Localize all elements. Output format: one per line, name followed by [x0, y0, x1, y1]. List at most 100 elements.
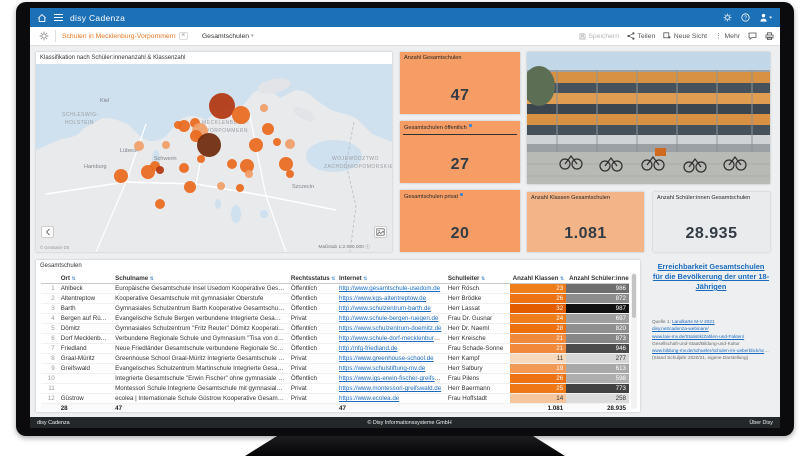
column-header[interactable]: Anzahl Schüler:innen⇅: [566, 273, 629, 284]
reachability-link[interactable]: Erreichbarkeit Gesamtschulen für die Bev…: [652, 262, 770, 291]
share-button[interactable]: Teilen: [627, 32, 655, 40]
table-row[interactable]: 12 Güstrow ecolea | Internationale Schule …: [41, 393, 629, 404]
school-bubble[interactable]: [141, 165, 155, 179]
school-bubble[interactable]: [134, 141, 144, 151]
school-bubble[interactable]: [184, 181, 196, 193]
school-bubble[interactable]: [273, 138, 281, 146]
sort-icon[interactable]: ⇅: [331, 275, 336, 282]
feedback-button[interactable]: [748, 32, 757, 40]
kpi-value: 28.935: [685, 225, 738, 242]
table-row[interactable]: 7 Friedland Neue Friedländer Gesamtschule …: [41, 343, 629, 354]
school-website-link[interactable]: https://www.greenhouse-school.de: [339, 355, 434, 362]
table-row[interactable]: 6 Dorf Mecklenburg Verbundene Regionale Sc…: [41, 333, 629, 344]
new-view-button[interactable]: Neue Sicht: [663, 32, 707, 40]
sort-icon[interactable]: ⇅: [559, 275, 565, 282]
tab-workbook[interactable]: Schulen in Mecklenburg-Vorpommern ×: [62, 32, 188, 40]
school-bubble[interactable]: [209, 93, 235, 119]
column-header[interactable]: Schulname ⇅: [112, 273, 288, 284]
help-icon[interactable]: ?: [741, 13, 750, 22]
school-bubble[interactable]: [227, 159, 237, 169]
map-label: SCHLESWIG-: [62, 112, 99, 118]
bubble-map[interactable]: SCHLESWIG- HOLSTEIN Kiel Hamburg Lübeck Schwe…: [36, 64, 392, 252]
school-bubble[interactable]: [114, 169, 128, 183]
save-button[interactable]: Speichern: [579, 33, 619, 40]
school-bubble[interactable]: [249, 138, 263, 152]
table-row[interactable]: 10 Integrierte Gesamtschule "Erwin Fische…: [41, 373, 629, 384]
table-scrollbar[interactable]: [631, 273, 637, 409]
navigator-gear-icon[interactable]: [36, 27, 52, 45]
school-website-link[interactable]: http://www.schule-dorf-mecklenburg.de: [339, 335, 445, 342]
cell-rownum: 2: [41, 293, 58, 304]
more-button[interactable]: ⋮ Mehr: [715, 32, 740, 41]
school-website-link[interactable]: https://www.kgs-altentreptow.de: [339, 295, 427, 302]
print-button[interactable]: [765, 32, 774, 40]
table-row[interactable]: 4 Bergen auf Rügen Evangelische Schule Ber…: [41, 313, 629, 324]
school-website-link[interactable]: http://www.schulzentrum-barth.de: [339, 305, 431, 312]
map-legend-button[interactable]: [41, 226, 54, 238]
tab-view[interactable]: Gesamtschulen ▾: [202, 33, 254, 40]
school-bubble[interactable]: [156, 166, 164, 174]
cell-ort: Dömitz: [57, 323, 113, 334]
cell-anzahl-klassen: 14: [509, 393, 567, 404]
school-bubble[interactable]: [174, 121, 182, 129]
sort-icon[interactable]: ⇅: [363, 275, 368, 282]
scrollbar-thumb[interactable]: [632, 274, 636, 318]
school-bubble[interactable]: [260, 104, 268, 112]
cell-anzahl-schueler: 613: [566, 363, 629, 374]
school-bubble[interactable]: [197, 155, 205, 163]
school-website-link[interactable]: https://www.montessori-greifswald.de: [339, 385, 442, 392]
table-row[interactable]: 3 Barth Gymnasiales Schulzentrum Barth Koo…: [41, 303, 629, 314]
source-link[interactable]: www.bildung-mv.de/schueler/schulen-im-ue…: [652, 348, 770, 354]
table-row[interactable]: 9 Greifswald Evangelisches Schulzentrum Ma…: [41, 363, 629, 374]
settings-icon[interactable]: [723, 13, 732, 22]
school-bubble[interactable]: [179, 163, 189, 173]
menu-icon[interactable]: [54, 13, 63, 23]
school-bubble[interactable]: [286, 170, 294, 178]
user-icon[interactable]: [759, 13, 773, 22]
school-bubble[interactable]: [245, 170, 253, 178]
school-website-link[interactable]: https://www.schulstiftung-mv.de: [339, 365, 426, 372]
school-website-link[interactable]: https://www.ecolea.de: [339, 395, 400, 402]
school-bubble[interactable]: [236, 184, 244, 192]
school-website-link[interactable]: http://nfg-friedland.de: [339, 345, 398, 352]
source-link[interactable]: www.laiv-mv.de/Statistik/Zahlen-und-Fakt…: [652, 333, 745, 339]
cell-ort: Greifswald: [57, 363, 113, 374]
close-tab-icon[interactable]: ×: [178, 32, 188, 40]
column-header[interactable]: Rechtsstatus ⇅: [287, 273, 337, 284]
source-line: disy.net/cadenza-webinare/: [652, 325, 770, 332]
sort-icon[interactable]: ⇅: [480, 275, 486, 282]
school-website-link[interactable]: https://www.schulzentrum-doemitz.de: [339, 325, 442, 332]
school-website-link[interactable]: http://www.gesamtschule-usedom.de: [339, 285, 441, 292]
column-header[interactable]: Anzahl Klassen ⇅: [509, 273, 567, 284]
school-bubble[interactable]: [155, 199, 165, 209]
school-bubble[interactable]: [197, 133, 221, 157]
table-row[interactable]: 8 Graal-Müritz Greenhouse School Graal-Mür…: [41, 353, 629, 364]
school-bubble[interactable]: [217, 182, 225, 190]
info-dot-icon[interactable]: [468, 124, 472, 127]
school-bubble[interactable]: [262, 123, 274, 135]
table-row[interactable]: 11 Montessori Schule Integrierte Gesamtsc…: [41, 383, 629, 394]
table-row[interactable]: 1 Ahlbeck Europäische Gesamtschule Insel U…: [41, 283, 629, 294]
school-bubble[interactable]: [279, 157, 293, 171]
column-header[interactable]: Schulleiter ⇅: [444, 273, 510, 284]
cell-internet: http://nfg-friedland.de: [336, 343, 445, 354]
source-link[interactable]: Landkarte M-V 2021: [672, 318, 715, 324]
sort-icon[interactable]: ⇅: [71, 275, 76, 282]
map-basemap-button[interactable]: [374, 226, 387, 238]
source-link[interactable]: disy.net/cadenza-webinare/: [652, 326, 709, 332]
school-bubble[interactable]: [285, 139, 295, 149]
school-website-link[interactable]: http://www.schule-bergen-ruegen.de: [339, 315, 439, 322]
column-header[interactable]: Ort ⇅: [57, 273, 113, 284]
table-row[interactable]: 5 Dömitz Gymnasiales Schulzentrum "Fritz R…: [41, 323, 629, 334]
school-bubble[interactable]: [240, 159, 254, 173]
sort-icon[interactable]: ⇅: [149, 275, 154, 282]
map-label: Lübeck: [120, 148, 138, 154]
home-icon[interactable]: [37, 13, 47, 23]
info-dot-icon[interactable]: [460, 193, 464, 196]
school-bubble[interactable]: [232, 106, 250, 124]
column-header[interactable]: Internet ⇅: [336, 273, 445, 284]
table-row[interactable]: 2 Altentreptow Kooperative Gesamtschule mi…: [41, 293, 629, 304]
footer-about-link[interactable]: Über Disy: [749, 419, 773, 426]
school-website-link[interactable]: https://www.igs-erwin-fischer-greifswald…: [339, 375, 445, 382]
school-bubble[interactable]: [162, 141, 170, 149]
